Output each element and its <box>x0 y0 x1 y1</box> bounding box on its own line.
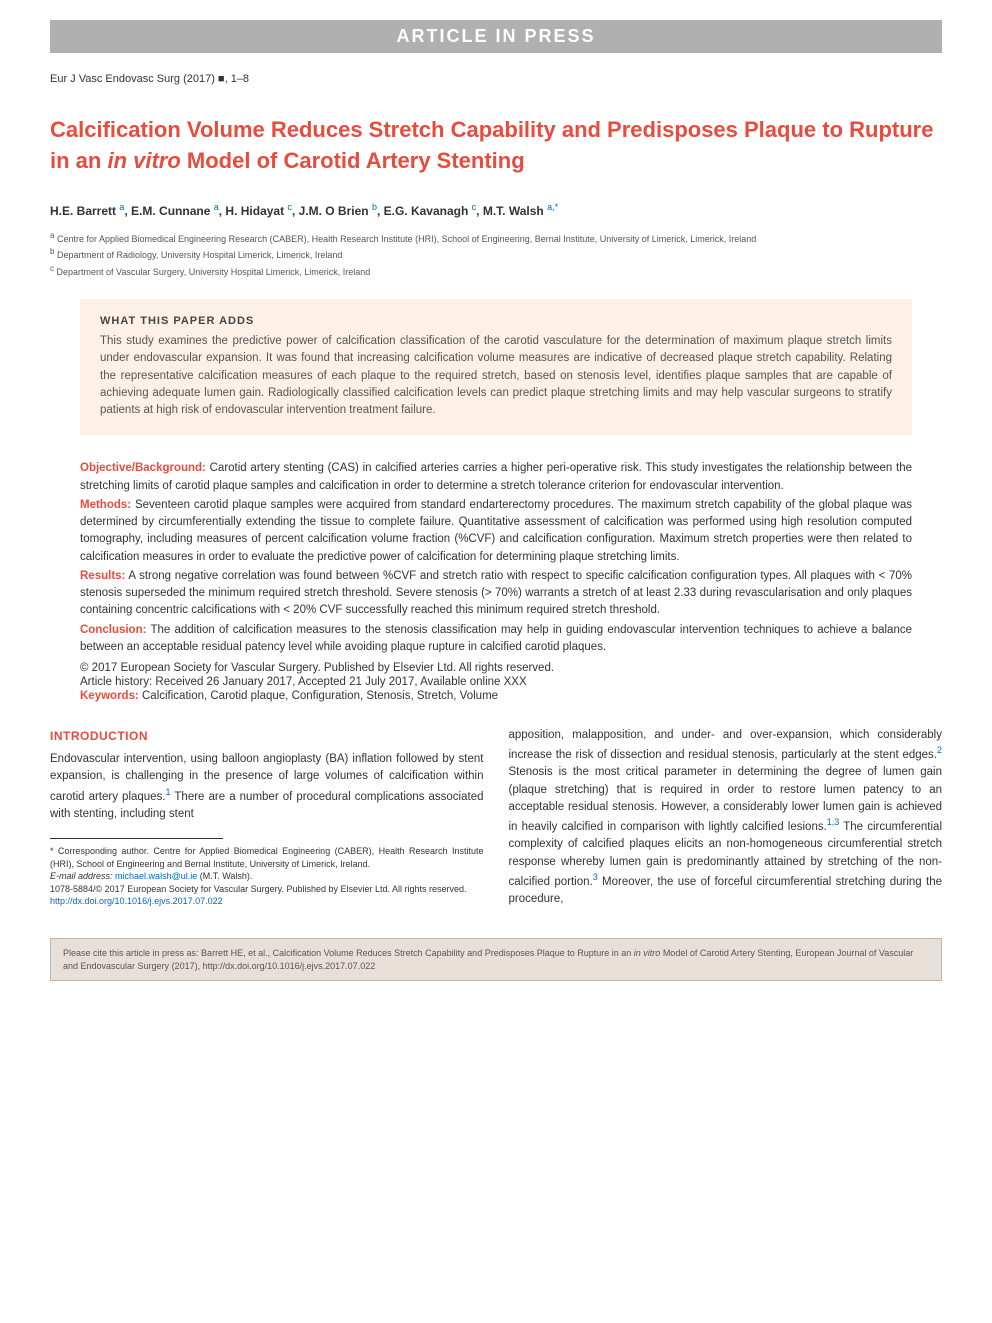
title-part2: Model of Carotid Artery Stenting <box>181 148 525 173</box>
highlights-box: WHAT THIS PAPER ADDS This study examines… <box>80 299 912 435</box>
doi-link[interactable]: http://dx.doi.org/10.1016/j.ejvs.2017.07… <box>50 896 223 906</box>
abstract-objective: Objective/Background: Carotid artery ste… <box>80 460 912 495</box>
authors-list: H.E. Barrett a, E.M. Cunnane a, H. Hiday… <box>50 202 942 218</box>
email-suffix: (M.T. Walsh). <box>197 871 252 881</box>
keywords-label: Keywords: <box>80 690 139 702</box>
highlights-title: WHAT THIS PAPER ADDS <box>100 315 892 327</box>
conclusion-text: The addition of calcification measures t… <box>80 624 912 653</box>
article-title: Calcification Volume Reduces Stretch Cap… <box>50 115 942 177</box>
journal-reference: Eur J Vasc Endovasc Surg (2017) ■, 1–8 <box>50 73 942 85</box>
ref-1-3[interactable]: 1,3 <box>827 817 840 827</box>
intro-text-2a: apposition, malapposition, and under- an… <box>509 729 943 761</box>
affiliations: a Centre for Applied Biomedical Engineer… <box>50 230 942 280</box>
copyright: © 2017 European Society for Vascular Sur… <box>80 662 912 674</box>
results-text: A strong negative correlation was found … <box>80 570 912 617</box>
author-6: , M.T. Walsh <box>476 204 547 218</box>
affiliation-b-text: Department of Radiology, University Hosp… <box>57 250 342 260</box>
author-4: , J.M. O Brien <box>292 204 372 218</box>
introduction-heading: INTRODUCTION <box>50 727 484 745</box>
affiliation-c-text: Department of Vascular Surgery, Universi… <box>57 267 371 277</box>
email-link[interactable]: michael.walsh@ul.ie <box>115 871 197 881</box>
conclusion-label: Conclusion: <box>80 624 146 636</box>
right-column: apposition, malapposition, and under- an… <box>509 727 943 908</box>
email-label: E-mail address: <box>50 871 113 881</box>
intro-para-2: apposition, malapposition, and under- an… <box>509 727 943 908</box>
highlights-text: This study examines the predictive power… <box>100 333 892 419</box>
issn-line: 1078-5884/© 2017 European Society for Va… <box>50 883 484 896</box>
footnote-divider <box>50 838 223 839</box>
affiliation-b: b Department of Radiology, University Ho… <box>50 246 942 263</box>
footnotes: * Corresponding author. Centre for Appli… <box>50 845 484 908</box>
affiliation-a-text: Centre for Applied Biomedical Engineerin… <box>57 234 756 244</box>
citation-prefix: Please cite this article in press as: Ba… <box>63 948 634 958</box>
results-label: Results: <box>80 570 125 582</box>
affiliation-a: a Centre for Applied Biomedical Engineer… <box>50 230 942 247</box>
author-6-sup: a,* <box>547 202 558 212</box>
methods-text: Seventeen carotid plaque samples were ac… <box>80 499 912 563</box>
abstract-results: Results: A strong negative correlation w… <box>80 568 912 620</box>
citation-box: Please cite this article in press as: Ba… <box>50 938 942 981</box>
author-3: , H. Hidayat <box>219 204 288 218</box>
article-in-press-banner: ARTICLE IN PRESS <box>50 20 942 53</box>
keywords: Keywords: Calcification, Carotid plaque,… <box>80 690 912 702</box>
abstract-methods: Methods: Seventeen carotid plaque sample… <box>80 497 912 566</box>
article-history: Article history: Received 26 January 201… <box>80 676 912 688</box>
email-line: E-mail address: michael.walsh@ul.ie (M.T… <box>50 870 484 883</box>
abstract: Objective/Background: Carotid artery ste… <box>80 460 912 702</box>
left-column: INTRODUCTION Endovascular intervention, … <box>50 727 484 908</box>
abstract-conclusion: Conclusion: The addition of calcificatio… <box>80 622 912 657</box>
body-columns: INTRODUCTION Endovascular intervention, … <box>50 727 942 908</box>
author-2: , E.M. Cunnane <box>124 204 213 218</box>
affiliation-c: c Department of Vascular Surgery, Univer… <box>50 263 942 280</box>
objective-label: Objective/Background: <box>80 462 206 474</box>
intro-para-1: Endovascular intervention, using balloon… <box>50 751 484 823</box>
citation-italic: in vitro <box>634 948 661 958</box>
ref-2[interactable]: 2 <box>937 745 942 755</box>
author-1: H.E. Barrett <box>50 204 119 218</box>
author-5: , E.G. Kavanagh <box>377 204 472 218</box>
keywords-text: Calcification, Carotid plaque, Configura… <box>139 690 498 702</box>
corresponding-author: * Corresponding author. Centre for Appli… <box>50 845 484 870</box>
methods-label: Methods: <box>80 499 131 511</box>
title-italic: in vitro <box>107 148 180 173</box>
